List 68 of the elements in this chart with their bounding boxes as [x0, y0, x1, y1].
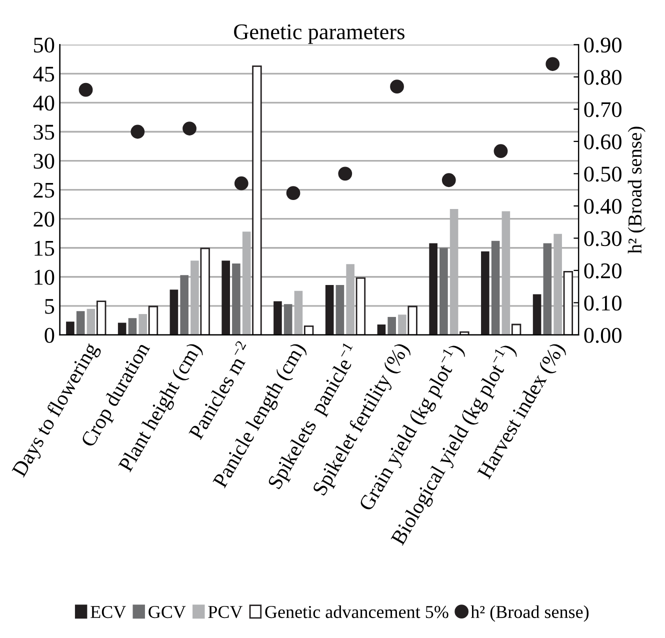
- y2-tick-label: 0.00: [584, 328, 622, 343]
- bar: [532, 294, 542, 335]
- y2-tick-label: 0.80: [584, 70, 622, 85]
- y-tick-label: 35: [34, 124, 54, 140]
- chart-title: Genetic parameters: [234, 24, 404, 44]
- bar: [481, 251, 490, 335]
- point: [286, 186, 300, 200]
- bar: [148, 306, 158, 335]
- bar: [232, 264, 240, 335]
- bar: [543, 243, 552, 335]
- y-tick-label: 30: [34, 154, 54, 169]
- bar: [274, 301, 282, 335]
- bar: [170, 290, 178, 335]
- bar: [252, 65, 262, 335]
- bar: [356, 277, 366, 335]
- bar: [118, 322, 126, 335]
- y2-tick-label: 0.70: [584, 102, 622, 118]
- legend-label: GCV: [148, 606, 186, 618]
- bar: [429, 243, 438, 335]
- y2-tick-label: 0.50: [584, 166, 622, 182]
- bar: [377, 324, 386, 335]
- bar: [563, 270, 574, 335]
- bar: [491, 240, 500, 335]
- bar: [96, 300, 106, 335]
- y-tick-label: 5: [45, 299, 54, 314]
- bar: [66, 322, 74, 335]
- legend-label: h² (Broad sense): [470, 605, 589, 622]
- bar: [460, 331, 470, 335]
- point: [130, 124, 145, 139]
- bar: [200, 248, 210, 335]
- y2-tick-label: 0.60: [584, 134, 622, 150]
- y-tick-label: 25: [34, 182, 54, 198]
- bar: [180, 275, 188, 335]
- point: [234, 176, 248, 190]
- point: [78, 82, 93, 97]
- y-tick-label: 15: [34, 240, 54, 256]
- y2-axis-title: h² (Broad sense): [628, 126, 646, 254]
- y-tick-label: 10: [34, 270, 54, 285]
- point: [546, 57, 560, 71]
- y2-tick-label: 0.40: [584, 198, 622, 214]
- y-tick-label: 45: [33, 66, 54, 82]
- bar: [284, 304, 292, 335]
- y2-tick-label: 0.30: [584, 231, 622, 246]
- bar: [388, 316, 396, 335]
- y2-tick-label: 0.20: [584, 263, 622, 278]
- bar: [440, 248, 448, 335]
- y2-tick-label: 0.90: [584, 38, 622, 53]
- bar: [336, 285, 344, 335]
- y-tick-label: 20: [34, 212, 54, 227]
- y2-tick-label: 0.10: [584, 296, 622, 311]
- bar: [128, 318, 137, 335]
- point: [442, 173, 456, 188]
- legend-label: ECV: [90, 606, 126, 618]
- y-tick-label: 50: [34, 38, 54, 53]
- bar: [325, 285, 334, 335]
- bar: [222, 260, 230, 335]
- y-tick-label: 0: [44, 328, 54, 343]
- y-tick-label: 40: [33, 96, 54, 111]
- legend-label: PCV: [208, 606, 243, 618]
- point: [390, 80, 404, 94]
- bar: [76, 311, 85, 335]
- point: [338, 166, 352, 181]
- legend-label: Genetic advancement 5%: [265, 605, 448, 618]
- bar: [304, 326, 314, 335]
- point: [494, 144, 508, 158]
- point: [182, 122, 196, 136]
- bar: [511, 324, 522, 335]
- bar: [408, 306, 418, 335]
